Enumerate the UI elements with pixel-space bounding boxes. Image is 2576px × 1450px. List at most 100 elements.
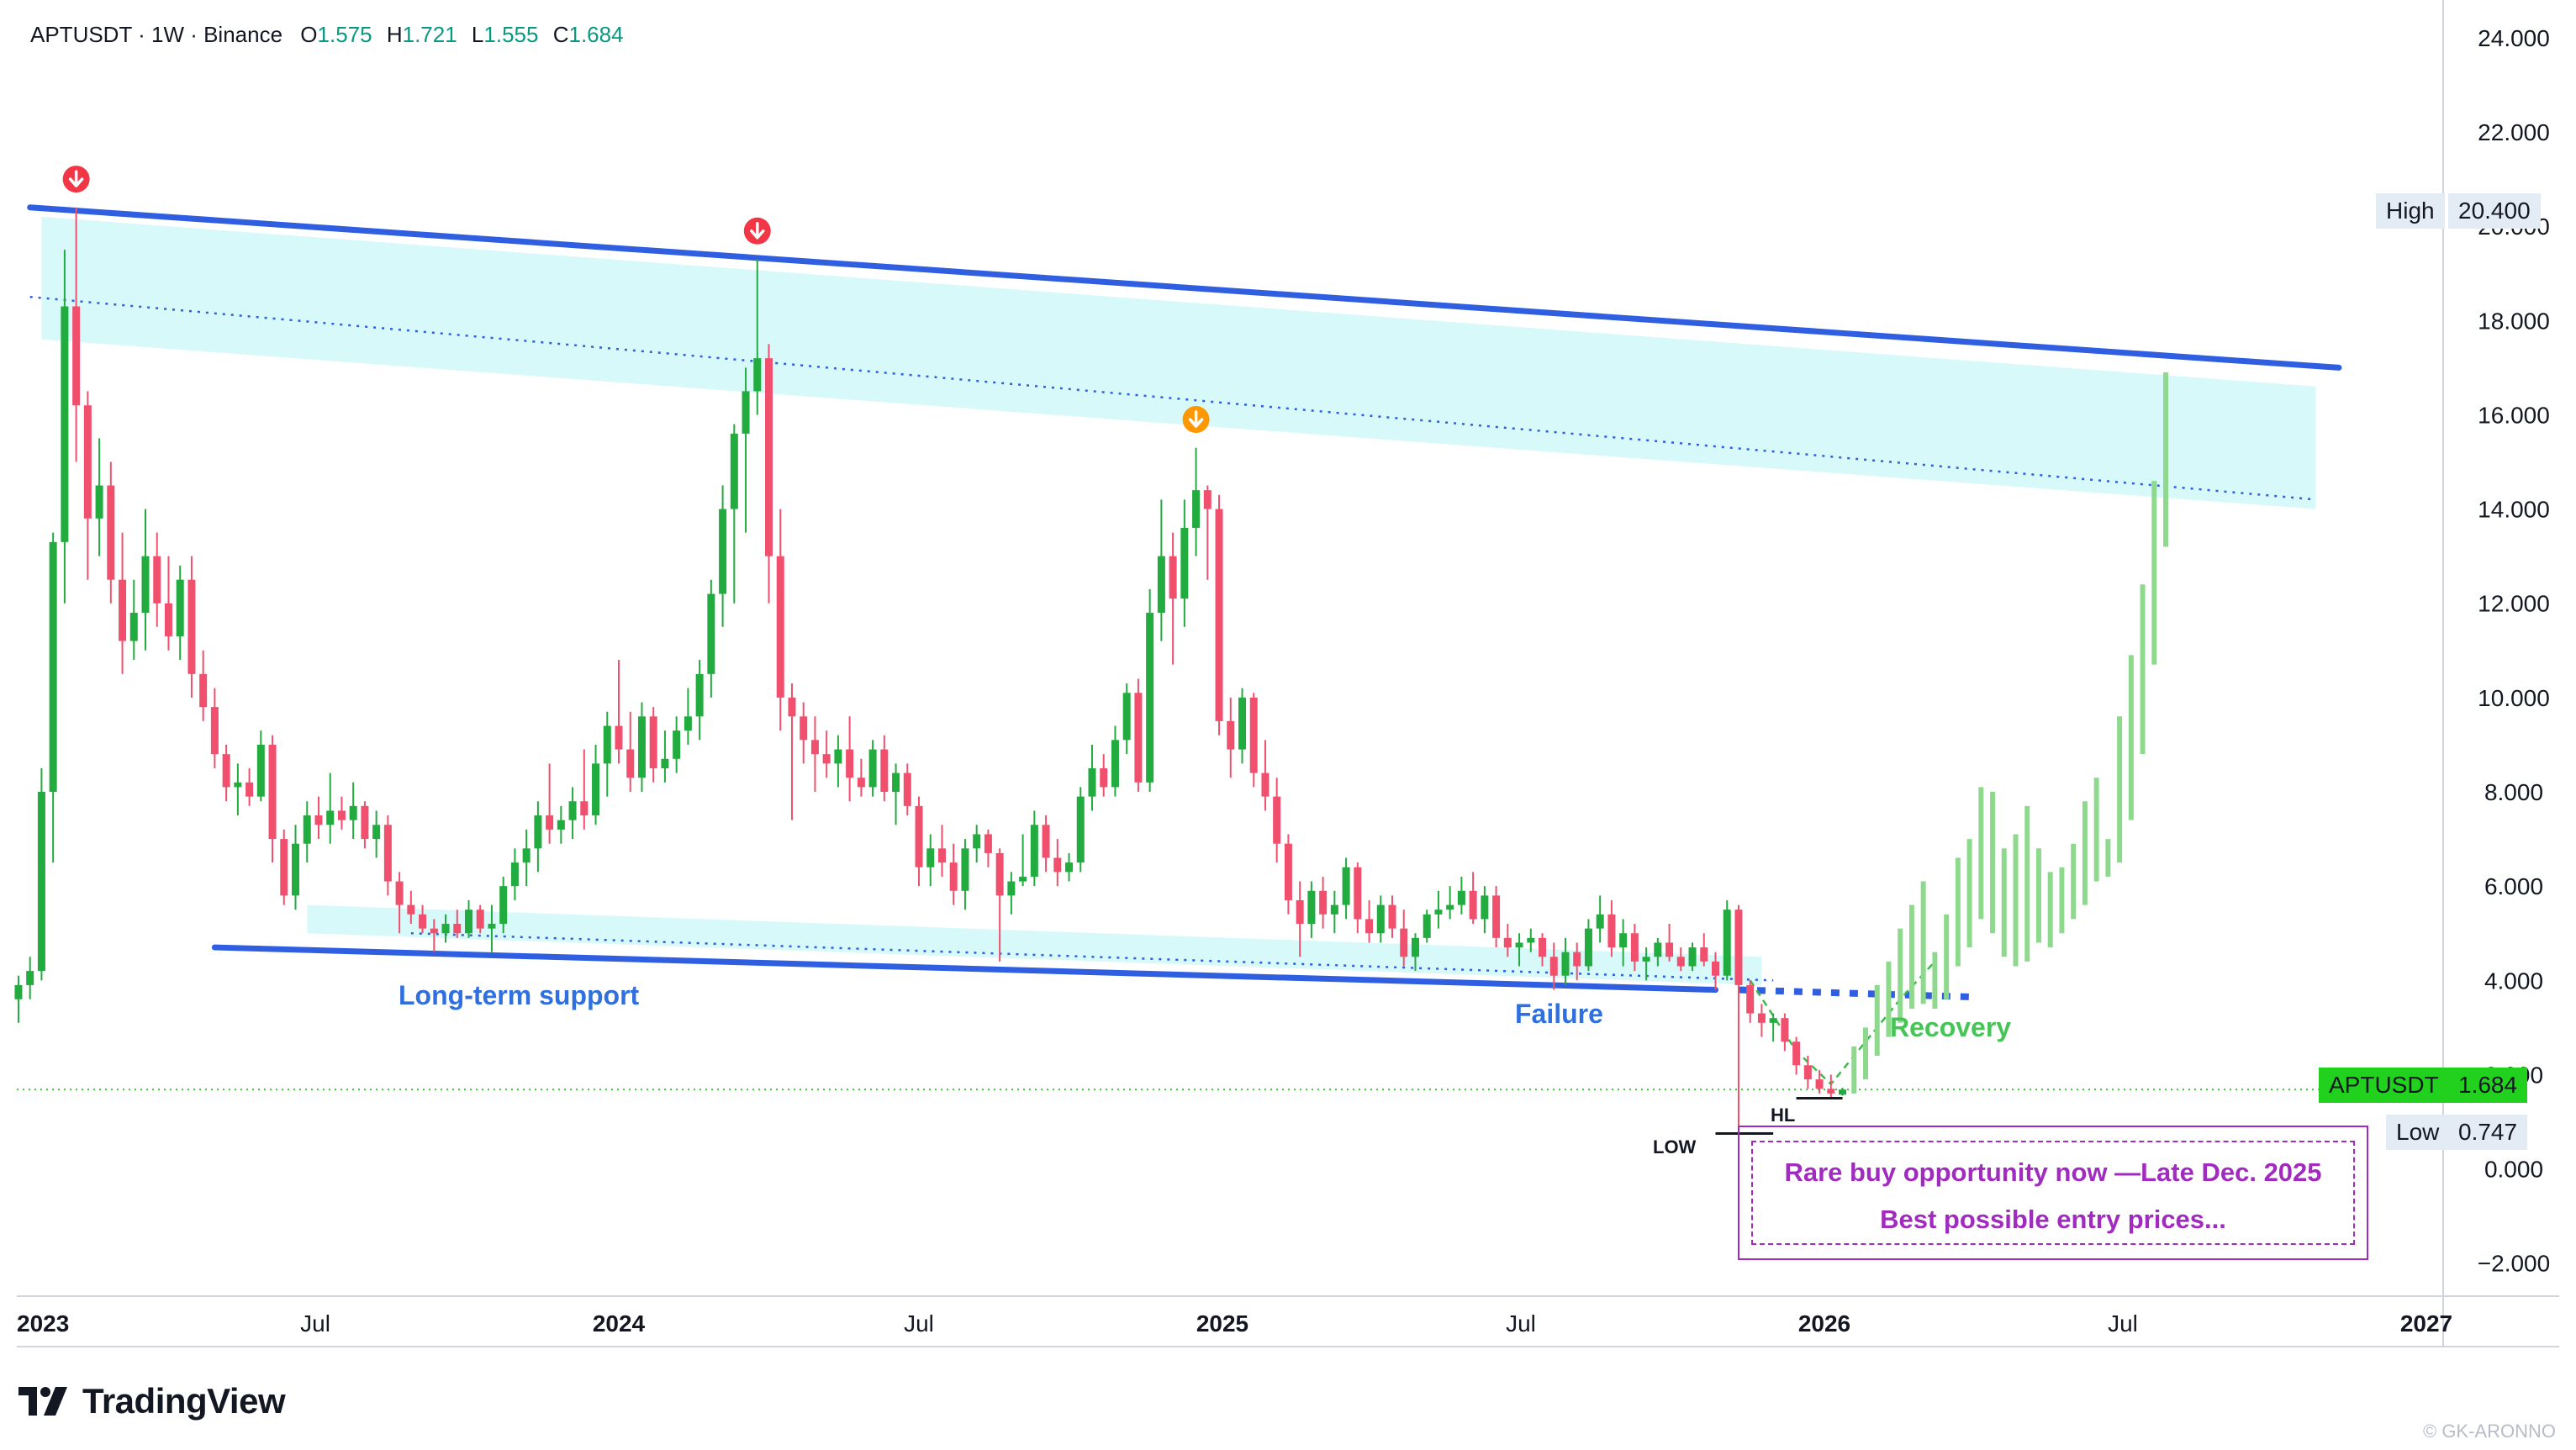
candle (1019, 834, 1027, 887)
candle-body (800, 716, 808, 741)
candle (961, 839, 969, 910)
candle-body (926, 848, 935, 867)
candle (349, 782, 357, 840)
price-tick-label: 12.000 (2478, 591, 2550, 617)
candle-body (395, 881, 404, 905)
price-tick-label: 14.000 (2478, 497, 2550, 523)
candle (187, 556, 196, 698)
candle (1423, 910, 1431, 943)
candle (973, 825, 981, 863)
candle (810, 716, 819, 793)
candle (129, 579, 138, 661)
candle (1111, 725, 1119, 797)
time-tick-label: Jul (300, 1310, 330, 1337)
candle-body (1492, 895, 1501, 938)
candle (292, 825, 300, 910)
candle-body (453, 924, 462, 934)
candle (337, 796, 346, 830)
candle-body (592, 763, 600, 816)
candle (637, 702, 646, 793)
candle-body (1434, 910, 1443, 915)
candle-body (742, 391, 750, 434)
price-tick-label: 0.000 (2484, 1157, 2543, 1183)
candle-body (695, 673, 704, 717)
logo-text: TradingView (82, 1381, 286, 1421)
candle (280, 829, 288, 905)
broken-support-extension (1738, 986, 1970, 1000)
price-tick-label: 4.000 (2484, 968, 2543, 994)
candle-body (141, 556, 150, 613)
candle-body (1330, 904, 1338, 915)
candle (37, 767, 45, 981)
candle-body (488, 924, 496, 929)
support-zone (307, 904, 1762, 985)
candle (822, 730, 831, 778)
time-tick-label: Jul (2108, 1310, 2138, 1337)
candle (937, 825, 946, 877)
candle (880, 735, 889, 802)
plot-area (17, 0, 2443, 1296)
peak-marker-arrow (750, 222, 765, 240)
price-tick-label: 8.000 (2484, 779, 2543, 805)
candle-body (222, 754, 230, 788)
candle (534, 801, 542, 873)
candle-body (1700, 947, 1708, 962)
candle-body (1527, 937, 1535, 943)
candle (649, 707, 657, 783)
candle (1688, 942, 1697, 972)
candle-body (95, 485, 103, 519)
candle-body (176, 579, 184, 636)
candle-body (83, 405, 92, 519)
candle (164, 556, 172, 651)
candle-body (1561, 952, 1570, 976)
candle-body (810, 740, 819, 755)
candle (1827, 1074, 1835, 1099)
candle (1354, 862, 1362, 934)
failure-annotation: Failure (1515, 999, 1603, 1029)
low-annotation: LOW (1653, 1136, 1697, 1157)
candle-body (1100, 767, 1108, 788)
price-tick-label: 10.000 (2478, 685, 2550, 711)
candle-body (1503, 937, 1512, 948)
candle-body (615, 725, 623, 750)
candle-body (546, 815, 554, 830)
peak-marker-arrow (68, 170, 84, 187)
candle (1549, 942, 1558, 990)
candle (1757, 1004, 1766, 1037)
candle-body (1515, 942, 1523, 948)
candle-body (210, 707, 219, 755)
candle (1492, 886, 1501, 948)
candle (1803, 1056, 1812, 1089)
candle (1007, 872, 1016, 915)
candle-body (268, 744, 277, 840)
candle (1411, 933, 1419, 972)
candle (1654, 937, 1662, 967)
candle (695, 660, 704, 741)
candle (1469, 872, 1477, 925)
tradingview-logo: TradingView (18, 1381, 286, 1421)
candle-body (1238, 697, 1247, 750)
candle (72, 207, 81, 462)
candle-body (1815, 1079, 1824, 1089)
candle (776, 509, 784, 731)
candle (26, 957, 34, 999)
candle (1215, 494, 1223, 736)
candle-body (153, 556, 161, 604)
candle-body (765, 358, 773, 556)
close-value: 1.684 (568, 22, 624, 47)
candle (1365, 899, 1374, 943)
candle (995, 848, 1004, 962)
candle-body (1411, 937, 1419, 957)
candle (419, 904, 427, 934)
candle (234, 763, 242, 816)
candle (453, 910, 462, 938)
candle (742, 367, 750, 533)
candle-body (1169, 556, 1177, 599)
down-arrow-icon (62, 166, 90, 193)
price-tick-label: 6.000 (2484, 873, 2543, 899)
candle (580, 749, 589, 830)
candle (926, 834, 935, 887)
candle (1088, 744, 1096, 811)
candle-body (1076, 796, 1085, 863)
